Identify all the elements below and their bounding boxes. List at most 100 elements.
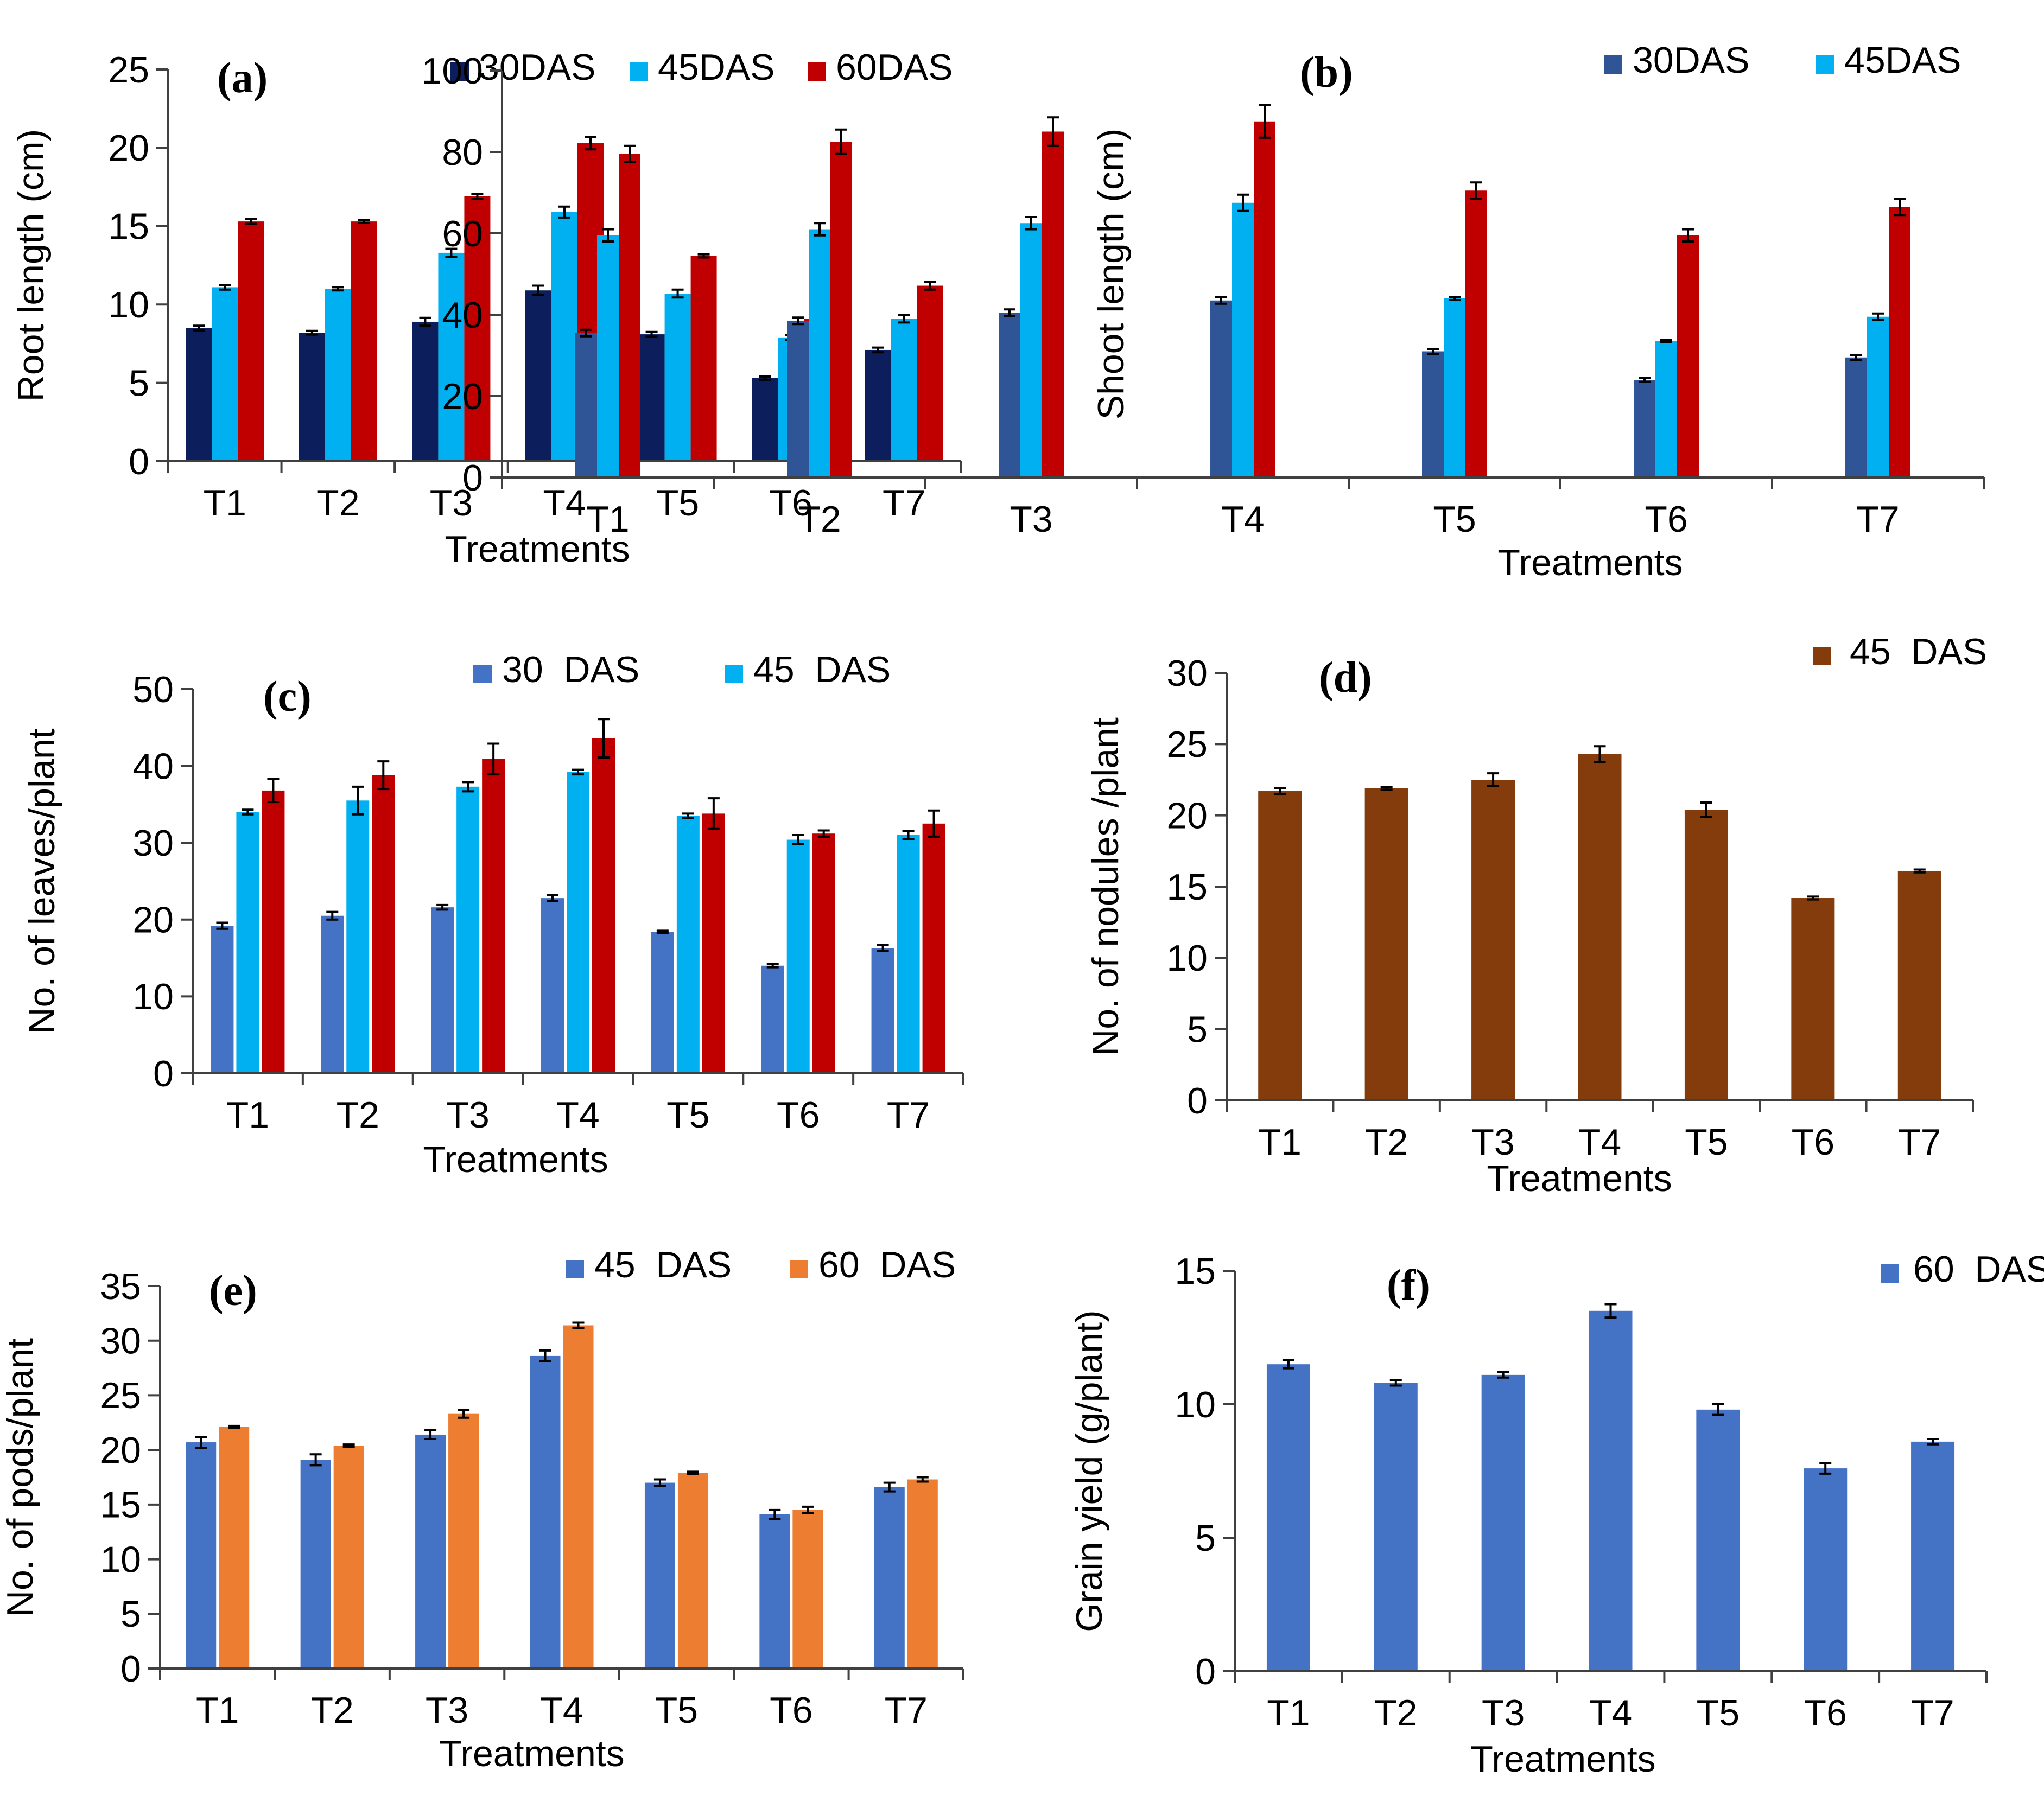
y-tick-label: 15 xyxy=(1175,1251,1216,1292)
x-tick-label: T4 xyxy=(540,1690,583,1731)
y-tick-label: 15 xyxy=(100,1485,141,1526)
bar-c-30das-t2 xyxy=(321,915,344,1073)
bar-a-45das-t2 xyxy=(325,289,351,461)
y-axis-title: Root length (cm) xyxy=(10,129,52,402)
y-tick-label: 20 xyxy=(132,900,174,941)
bar-d-45das-t5 xyxy=(1684,810,1728,1100)
bar-b-30das-t1 xyxy=(575,333,597,477)
error-bar xyxy=(653,1478,666,1487)
legend-swatch xyxy=(473,665,492,683)
bar-c-45das-t4 xyxy=(567,772,589,1073)
bar-c-30das-t6 xyxy=(761,965,784,1073)
bar-b-60das-t5 xyxy=(1465,190,1487,477)
x-tick-label: T3 xyxy=(1482,1692,1525,1734)
bar-e-60das-t2 xyxy=(333,1446,364,1669)
bar-e-60das-t3 xyxy=(448,1413,479,1669)
bar-b-60das-t3 xyxy=(1042,131,1064,477)
x-tick-label: T2 xyxy=(798,499,841,540)
bar-e-45das-t4 xyxy=(530,1355,561,1669)
error-bar xyxy=(769,1508,781,1520)
legend-label: 30 DAS xyxy=(502,649,639,690)
y-tick-label: 10 xyxy=(108,284,149,326)
error-bar xyxy=(1639,377,1651,383)
bar-b-30das-t2 xyxy=(787,321,809,477)
bar-f-60das-t5 xyxy=(1696,1409,1740,1671)
error-bar xyxy=(332,286,344,292)
error-bar xyxy=(928,809,940,838)
bar-b-60das-t7 xyxy=(1889,207,1910,477)
error-bar xyxy=(580,328,592,338)
y-axis-title: Grain yield (g/plant) xyxy=(1069,1310,1110,1632)
bar-c-60das-t3 xyxy=(482,759,505,1073)
x-tick-label: T7 xyxy=(1856,499,1899,540)
bar-b-30das-t6 xyxy=(1634,380,1655,477)
bar-e-60das-t6 xyxy=(792,1510,823,1669)
x-tick-label: T3 xyxy=(1471,1122,1514,1163)
y-tick-label: 60 xyxy=(442,213,483,254)
y-tick-label: 30 xyxy=(1166,653,1208,694)
error-bar xyxy=(1807,895,1819,901)
panel-label: (f) xyxy=(1387,1262,1430,1309)
bar-a-30das-t4 xyxy=(525,290,551,461)
y-tick-label: 0 xyxy=(153,1053,174,1094)
bar-b-60das-t1 xyxy=(619,154,640,477)
y-tick-label: 30 xyxy=(132,823,174,864)
x-tick-label: T5 xyxy=(666,1094,709,1136)
bar-a-30das-t6 xyxy=(752,378,778,461)
error-bar xyxy=(585,136,596,151)
x-tick-label: T1 xyxy=(586,499,629,540)
error-bar xyxy=(877,944,889,952)
error-bar xyxy=(539,1349,551,1362)
x-tick-label: T5 xyxy=(1433,499,1476,540)
error-bar xyxy=(883,1481,896,1493)
bar-c-30das-t1 xyxy=(211,926,234,1073)
error-bar xyxy=(1594,745,1606,763)
x-axis-title: Treatments xyxy=(445,528,630,570)
error-bar xyxy=(306,329,318,336)
bar-b-45das-t1 xyxy=(597,235,619,477)
bar-c-45das-t1 xyxy=(236,812,259,1073)
x-tick-label: T6 xyxy=(1645,499,1687,540)
x-tick-label: T2 xyxy=(1365,1122,1408,1163)
legend-swatch xyxy=(790,1260,808,1278)
y-tick-label: 10 xyxy=(1175,1384,1216,1425)
error-bar xyxy=(898,313,910,324)
bar-d-45das-t2 xyxy=(1364,788,1408,1100)
bar-c-60das-t5 xyxy=(702,813,725,1073)
x-tick-label: T1 xyxy=(226,1094,269,1136)
error-bar xyxy=(1700,801,1712,818)
bar-a-45das-t5 xyxy=(664,293,691,461)
y-axis-title: No. of nodules /plant xyxy=(1085,717,1126,1056)
error-bar xyxy=(326,910,339,921)
bar-d-45das-t1 xyxy=(1258,791,1302,1100)
error-bar xyxy=(377,760,390,791)
error-bar xyxy=(219,284,231,291)
x-tick-label: T3 xyxy=(1010,499,1052,540)
legend-label: 60DAS xyxy=(836,47,953,88)
error-bar xyxy=(267,778,280,804)
y-tick-label: 30 xyxy=(100,1321,141,1362)
y-tick-label: 20 xyxy=(442,376,483,417)
bar-b-60das-t6 xyxy=(1677,235,1699,477)
y-tick-label: 5 xyxy=(120,1594,141,1635)
y-tick-label: 40 xyxy=(132,746,174,787)
legend-label: 30DAS xyxy=(1633,40,1749,81)
bar-d-45das-t7 xyxy=(1897,871,1941,1100)
y-tick-label: 20 xyxy=(1166,795,1208,836)
error-bar xyxy=(245,218,257,225)
bar-e-45das-t7 xyxy=(874,1487,905,1669)
y-tick-label: 5 xyxy=(1187,1009,1208,1050)
x-tick-label: T3 xyxy=(430,482,473,524)
error-bar xyxy=(1487,772,1500,787)
x-tick-label: T4 xyxy=(1578,1122,1621,1163)
error-bar xyxy=(1819,1462,1832,1475)
bar-e-45das-t6 xyxy=(759,1514,790,1669)
bar-a-30das-t7 xyxy=(865,349,891,461)
legend-swatch xyxy=(725,665,743,683)
error-bar xyxy=(419,316,431,327)
x-tick-label: T6 xyxy=(769,482,812,524)
y-tick-label: 15 xyxy=(108,206,149,247)
x-tick-label: T5 xyxy=(1697,1692,1740,1734)
error-bar xyxy=(458,1409,470,1419)
